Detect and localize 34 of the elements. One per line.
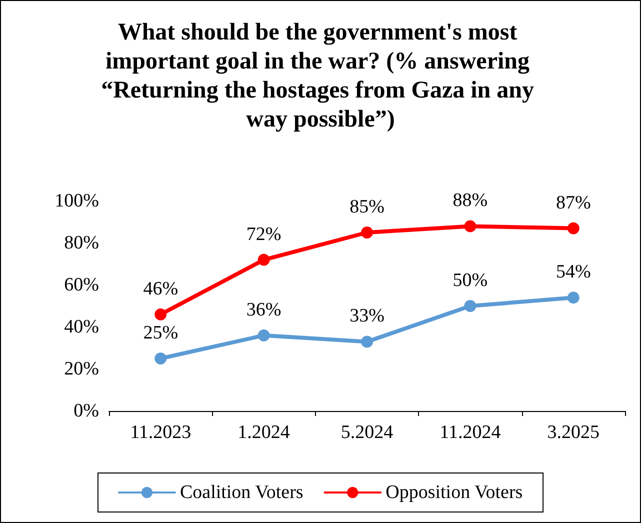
- y-tick-label: 40%: [64, 316, 100, 338]
- data-label: 25%: [143, 322, 178, 344]
- data-label: 46%: [143, 278, 178, 300]
- x-tick-label: 3.2025: [547, 422, 600, 443]
- data-label: 85%: [350, 196, 385, 218]
- point: [154, 352, 167, 364]
- point: [464, 220, 476, 232]
- data-label: 33%: [350, 306, 385, 327]
- data-label: 36%: [246, 299, 282, 320]
- y-tick-label: 20%: [64, 358, 100, 380]
- point: [464, 300, 476, 312]
- data-label: 72%: [246, 224, 282, 245]
- point: [361, 336, 373, 348]
- y-tick-label: 60%: [64, 274, 100, 296]
- x-tick-label: 1.2024: [238, 422, 290, 443]
- data-label: 88%: [452, 190, 488, 212]
- y-tick-label: 80%: [64, 232, 100, 254]
- point: [567, 222, 580, 234]
- x-tick-label: 11.2024: [440, 422, 502, 443]
- x-tick-label: 5.2024: [340, 422, 394, 443]
- y-tick-label: 100%: [54, 190, 100, 212]
- point: [567, 292, 580, 304]
- data-label: 54%: [556, 262, 591, 283]
- point: [258, 254, 270, 266]
- legend-label: Coalition Voters: [180, 482, 304, 503]
- y-tick-label: 0%: [74, 400, 100, 422]
- data-label: 50%: [452, 270, 488, 291]
- point: [154, 308, 167, 320]
- point: [258, 329, 270, 342]
- point: [361, 226, 373, 238]
- x-tick-label: 11.2023: [130, 422, 192, 443]
- legend-label: Opposition Voters: [386, 482, 523, 503]
- chart-title: What should be the government's most important goal in the war? (% answering “Returning the hostages from Gaza in any way possible”): [101, 20, 540, 132]
- data-label: 87%: [556, 192, 591, 214]
